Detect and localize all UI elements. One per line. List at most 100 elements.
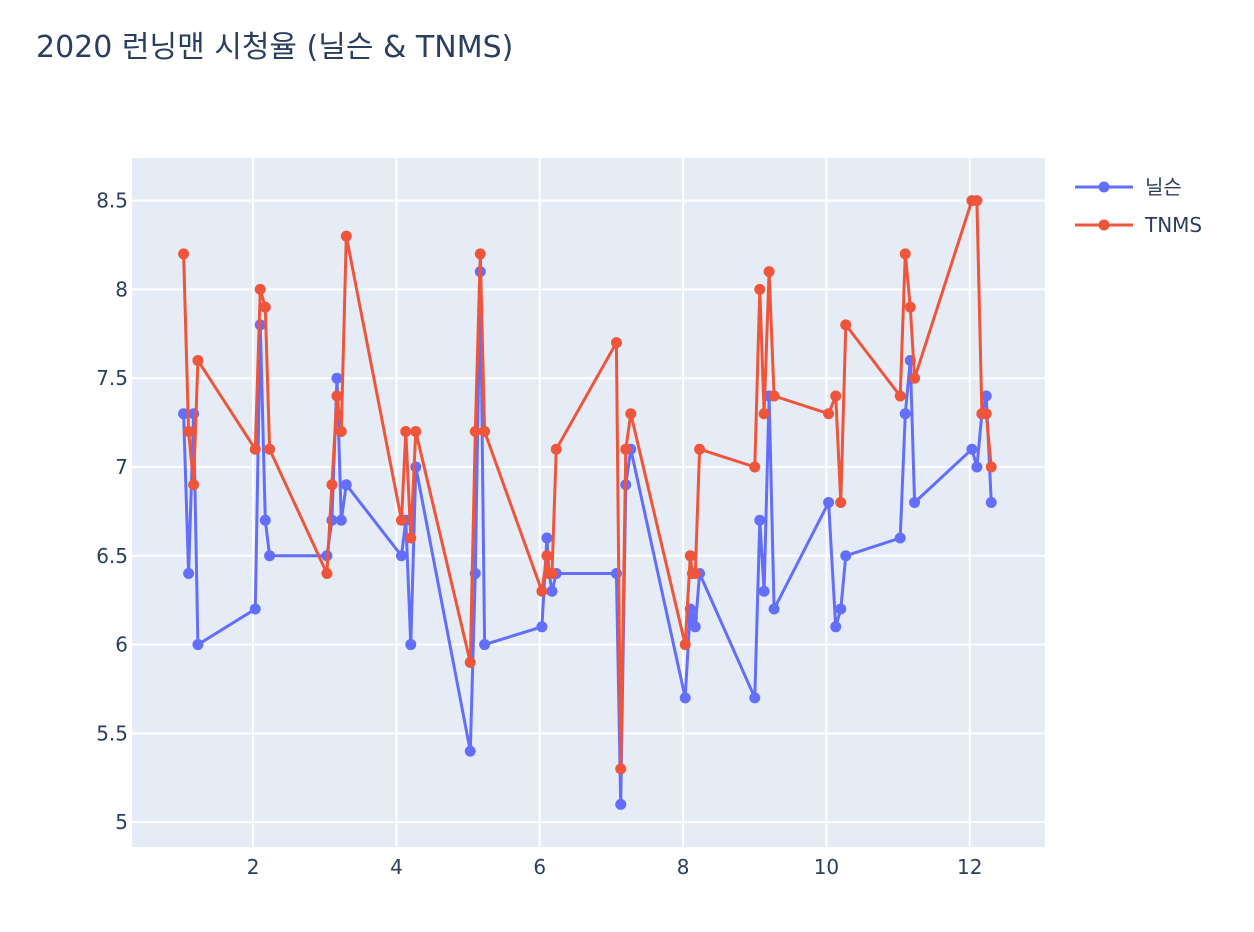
x-tick-label: 6 [533, 855, 546, 879]
data-point [259, 514, 271, 526]
data-point [684, 550, 696, 562]
data-point [749, 692, 761, 704]
axis-tick-labels: 2 4 6 8 10 12 5 5.5 6 6.5 7 7.5 8 8.5 [96, 189, 982, 879]
data-point [985, 497, 997, 508]
data-point [405, 639, 417, 651]
data-point [971, 461, 983, 473]
data-point [768, 603, 780, 615]
data-point [536, 585, 548, 597]
data-point [615, 763, 627, 775]
data-point [326, 479, 338, 491]
data-point [474, 248, 486, 260]
data-point [340, 479, 352, 491]
data-point [840, 550, 852, 562]
data-point [259, 301, 271, 313]
data-point [615, 798, 627, 810]
legend-marker [1098, 181, 1110, 193]
legend-item[interactable]: 닐슨 [1075, 175, 1182, 199]
y-tick-label: 8 [115, 277, 128, 301]
data-point [550, 443, 562, 455]
legend[interactable]: 닐슨 TNMS [1075, 175, 1202, 237]
data-point [694, 443, 706, 455]
data-point [823, 408, 835, 420]
x-tick-label: 8 [677, 855, 690, 879]
data-point [686, 612, 698, 624]
data-point [899, 248, 911, 260]
y-tick-label: 6 [115, 633, 128, 657]
y-tick-label: 7.5 [96, 366, 128, 390]
data-point [192, 354, 204, 366]
y-tick-label: 6.5 [96, 544, 128, 568]
data-point [909, 497, 921, 508]
data-point [823, 497, 835, 508]
data-point [331, 390, 343, 402]
data-point [340, 230, 352, 242]
data-point [400, 425, 412, 437]
data-point [909, 372, 921, 384]
legend-label: 닐슨 [1145, 175, 1182, 199]
data-point [904, 301, 916, 313]
data-point [249, 603, 261, 615]
data-point [620, 443, 632, 455]
data-point [830, 390, 842, 402]
legend-item[interactable]: TNMS [1075, 213, 1202, 237]
data-point [541, 532, 553, 544]
data-point [546, 568, 558, 580]
data-point [395, 550, 407, 562]
data-point [679, 639, 691, 651]
data-point [894, 532, 906, 544]
data-point [178, 408, 190, 420]
data-point [980, 390, 992, 402]
data-point [254, 283, 266, 295]
x-tick-label: 10 [814, 855, 839, 879]
data-point [395, 514, 407, 526]
data-point [835, 603, 847, 615]
data-point [894, 390, 906, 402]
data-point [980, 408, 992, 420]
legend-label: TNMS [1144, 213, 1202, 237]
y-tick-label: 5 [115, 810, 128, 834]
data-point [469, 425, 481, 437]
data-point [754, 514, 766, 526]
data-point [625, 408, 637, 420]
data-point [830, 621, 842, 633]
data-point [840, 319, 852, 331]
x-tick-label: 2 [247, 855, 260, 879]
data-point [679, 692, 691, 704]
y-tick-label: 5.5 [96, 721, 128, 745]
data-point [971, 195, 983, 207]
legend-marker [1098, 219, 1110, 231]
x-tick-label: 12 [957, 855, 982, 879]
data-point [758, 408, 770, 420]
data-point [331, 372, 343, 384]
data-point [689, 568, 701, 580]
plot-background [132, 158, 1045, 847]
chart-title: 2020 런닝맨 시청율 (닐슨 & TNMS) [36, 30, 513, 65]
data-point [405, 532, 417, 544]
data-point [264, 443, 276, 455]
data-point [546, 585, 558, 597]
data-point [479, 639, 491, 651]
data-point [689, 621, 701, 633]
data-point [188, 479, 200, 491]
series-layer [178, 195, 997, 810]
x-tick-label: 4 [390, 855, 403, 879]
data-point [610, 568, 622, 580]
data-point [178, 248, 190, 260]
data-point [183, 425, 195, 437]
data-point [768, 390, 780, 402]
data-point [264, 550, 276, 562]
y-tick-label: 7 [115, 455, 128, 479]
data-point [763, 266, 775, 278]
data-point [835, 497, 847, 508]
data-point [758, 585, 770, 597]
data-point [335, 514, 347, 526]
data-point [464, 745, 476, 757]
data-point [479, 425, 491, 437]
data-point [183, 568, 195, 580]
data-point [192, 639, 204, 651]
data-point [610, 337, 622, 349]
data-point [321, 568, 333, 580]
data-point [899, 408, 911, 420]
